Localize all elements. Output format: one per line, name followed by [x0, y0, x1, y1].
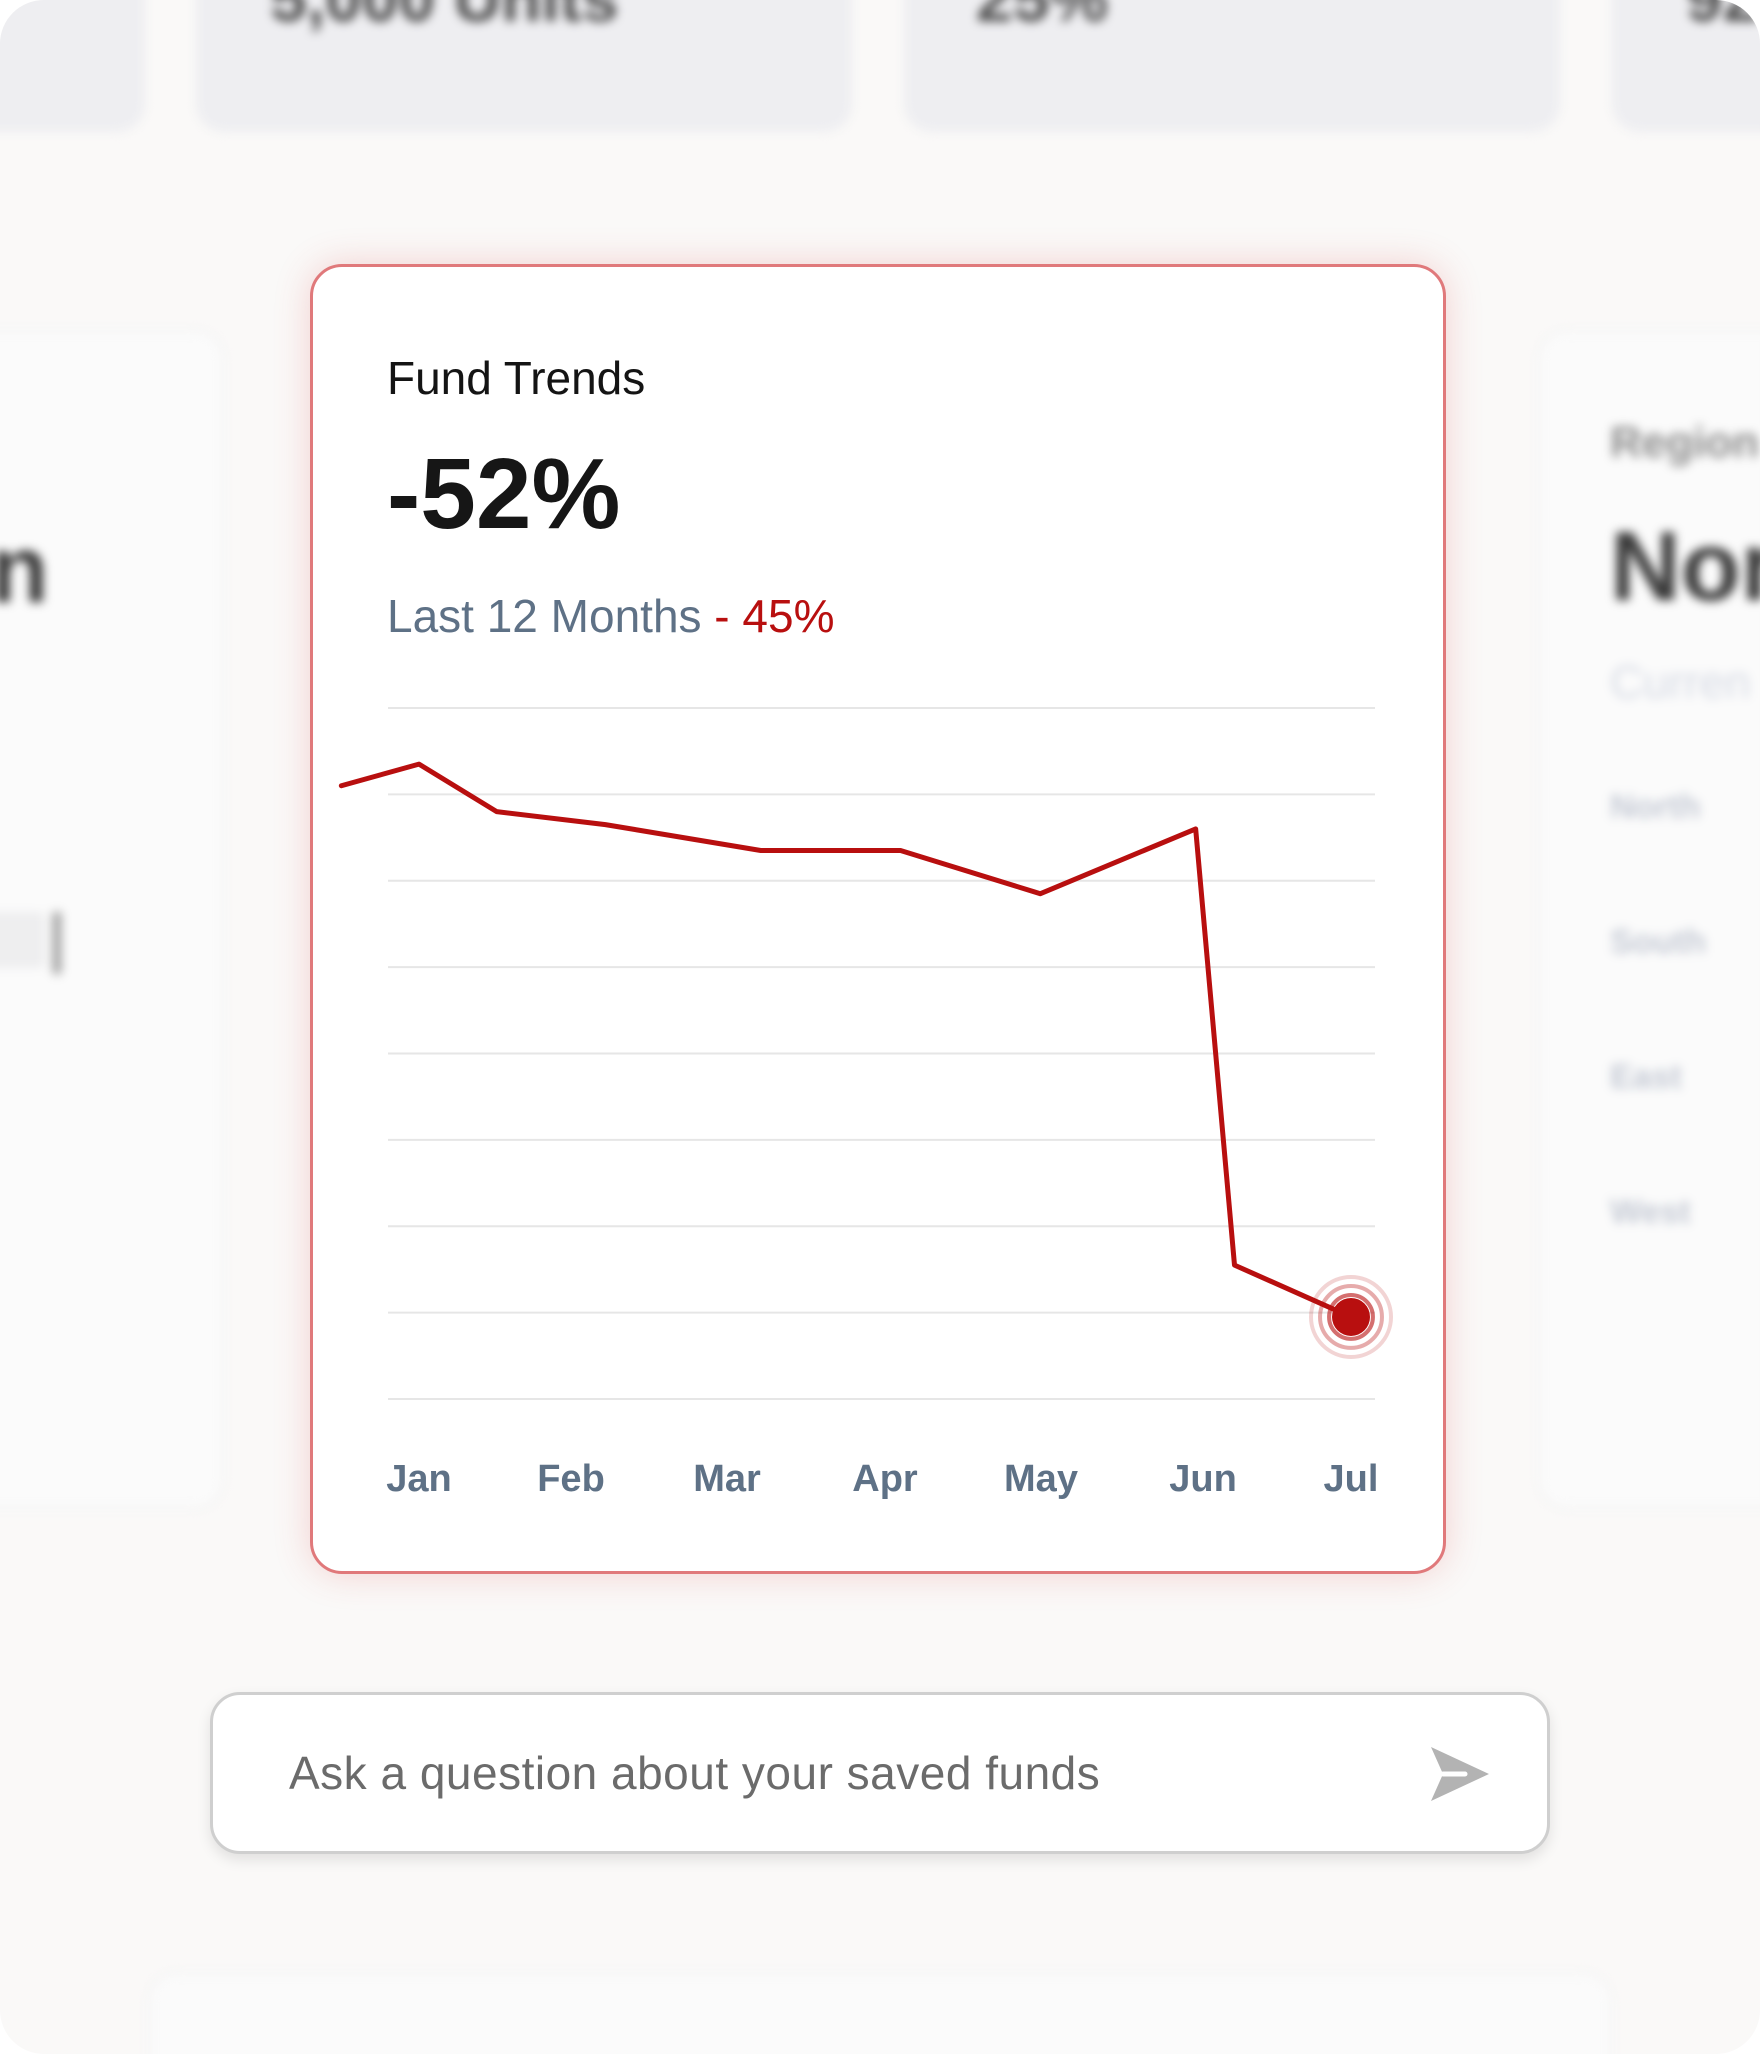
left-card-input [0, 912, 45, 968]
region-label: Region [1610, 418, 1760, 467]
left-card-value: n [0, 516, 49, 623]
x-tick-label: Feb [537, 1458, 605, 1500]
card-subtitle: Last 12 Months - 45% [387, 589, 834, 643]
ask-question-input[interactable] [287, 1735, 1371, 1811]
stat-card: 25% [904, 0, 1560, 132]
highlight-ring [1309, 1274, 1393, 1359]
card-title: Fund Trends [387, 352, 646, 404]
stat-card: 5,000 Units [196, 0, 852, 132]
series-line [338, 761, 1354, 1320]
region-card [1538, 330, 1760, 1509]
x-tick-label: Jun [1169, 1458, 1237, 1500]
ask-question-box[interactable] [210, 1692, 1550, 1854]
change-value: - 45% [701, 590, 835, 642]
grid [388, 707, 1375, 1400]
x-axis-ticks: Jan Feb Mar Apr May Jun Jul [386, 1458, 1378, 1500]
x-tick-label: Apr [852, 1458, 918, 1500]
region-item: East [1610, 1058, 1682, 1096]
x-tick-label: May [1004, 1458, 1078, 1500]
highlight-ring [1327, 1293, 1375, 1341]
send-icon [1431, 1747, 1489, 1801]
bottom-card [148, 1972, 1612, 2054]
region-subtitle: Curren [1610, 656, 1751, 708]
region-item: West [1610, 1193, 1691, 1231]
highlight-ring [1318, 1283, 1384, 1350]
text-cursor [53, 912, 61, 974]
stat-value: 92 [1686, 0, 1759, 36]
series [338, 761, 1393, 1359]
stat-value: 5,000 Units [270, 0, 619, 36]
stat-value: 25% [976, 0, 1108, 36]
x-tick-label: Jul [1324, 1458, 1379, 1500]
stat-card: 92 [1612, 0, 1760, 132]
send-button[interactable] [1425, 1739, 1495, 1809]
x-tick-label: Jan [386, 1458, 451, 1500]
highlight-point[interactable] [1332, 1297, 1370, 1336]
region-value: Nor [1610, 511, 1760, 621]
fund-trends-card[interactable]: Fund Trends -52% Last 12 Months - 45% Ja… [310, 264, 1446, 1574]
period-label: Last 12 Months [387, 590, 702, 642]
card-value: -52% [387, 438, 621, 550]
region-item: North [1610, 788, 1701, 826]
fund-trends-chart: Jan Feb Mar Apr May Jun Jul [338, 707, 1393, 1500]
region-item: South [1610, 923, 1707, 961]
x-tick-label: Mar [693, 1458, 761, 1500]
stat-card [0, 0, 145, 132]
